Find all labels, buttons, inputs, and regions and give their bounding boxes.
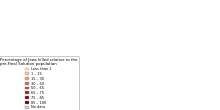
Legend: Less than 1, 1 – 15, 15 – 30, 30 – 50, 50 – 65, 65 – 75, 75 – 85, 85 – 100, No d: Less than 1, 1 – 15, 15 – 30, 30 – 50, 5… (0, 56, 79, 110)
